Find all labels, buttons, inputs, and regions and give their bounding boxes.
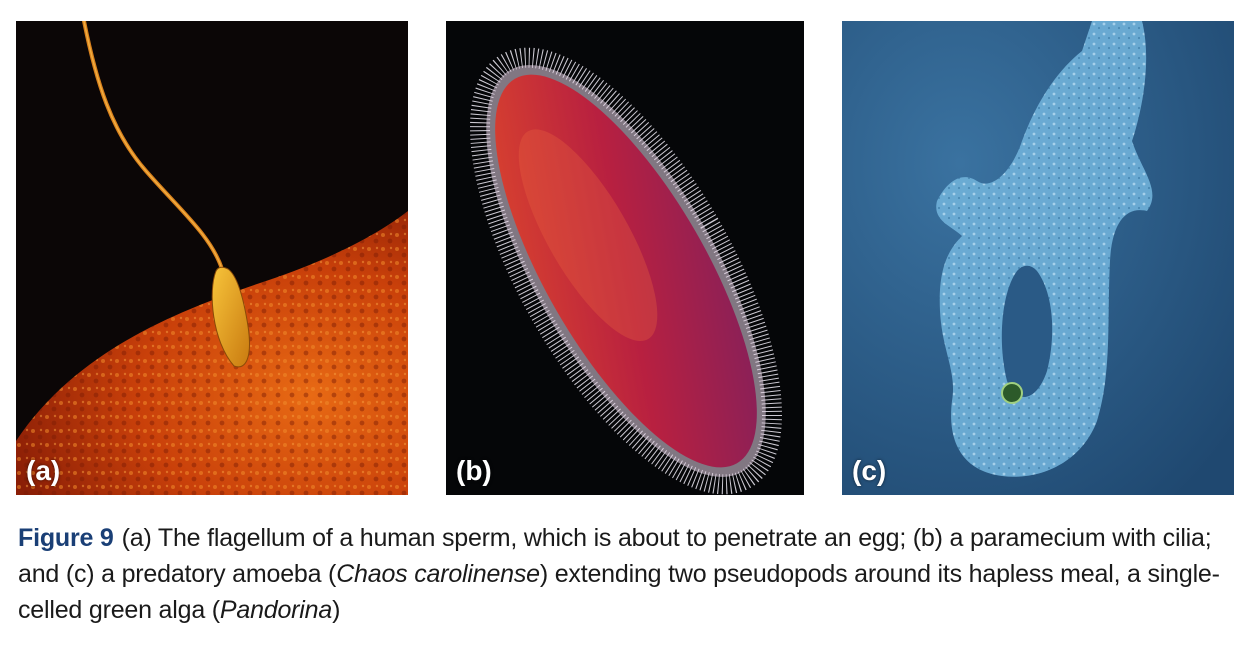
panel-label-b: (b) xyxy=(456,457,492,485)
caption-species-2: Pandorina xyxy=(220,596,332,624)
figure-label: Figure 9 xyxy=(18,524,114,552)
panel-label-a: (a) xyxy=(26,457,60,485)
figure-caption: Figure 9 (a) The flagellum of a human spe… xyxy=(18,520,1243,628)
paramecium-illustration xyxy=(446,21,804,495)
photo-panel-c: (c) xyxy=(842,21,1234,495)
amoeba-illustration xyxy=(842,21,1234,495)
sperm-egg-illustration xyxy=(16,21,408,495)
photo-panel-b: (b) xyxy=(446,21,804,495)
caption-species-1: Chaos carolinense xyxy=(336,560,540,588)
photo-panel-a: (a) xyxy=(16,21,408,495)
green-alga xyxy=(1002,383,1022,403)
panel-label-c: (c) xyxy=(852,457,886,485)
caption-text-3: ) xyxy=(332,596,340,624)
